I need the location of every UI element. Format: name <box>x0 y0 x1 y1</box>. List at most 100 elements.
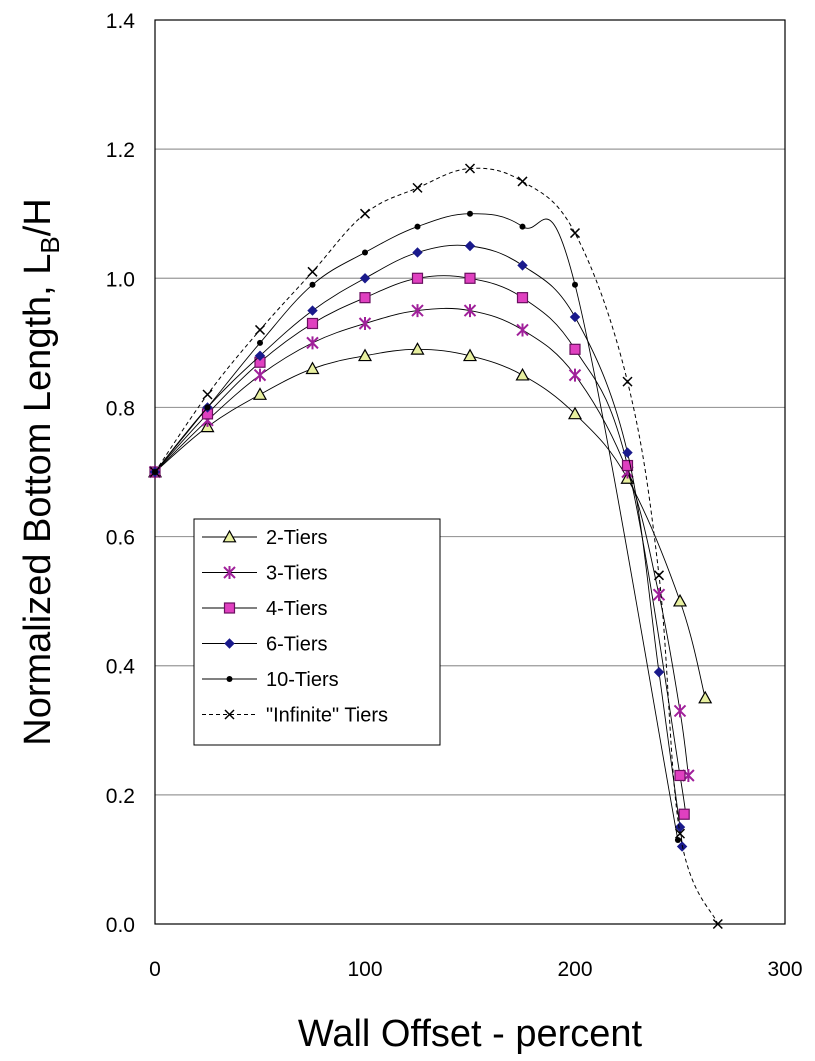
data-point <box>517 176 528 187</box>
data-point <box>305 361 320 375</box>
x-tick-label: 300 <box>767 958 802 981</box>
data-point <box>712 918 723 930</box>
data-point <box>569 311 581 323</box>
data-point <box>358 316 372 330</box>
data-point <box>464 240 476 252</box>
data-point <box>672 593 688 607</box>
legend-label: 3-Tiers <box>266 563 327 585</box>
legend-items: 2-Tiers 3-Tiers 4-Tiers 6-Tiers 10-Tiers "Inf… <box>202 527 388 727</box>
series-layer <box>147 163 723 930</box>
tick-labels: 0.0 0.2 0.4 0.6 0.8 1.0 1.2 1.4 0 100 200 300 <box>106 10 803 981</box>
data-point <box>519 223 526 230</box>
series-5 <box>152 210 681 844</box>
data-point <box>307 305 318 316</box>
legend-box <box>193 518 441 746</box>
y-axis-title-main: Normalized Bottom Length, L <box>17 254 59 746</box>
data-point <box>653 666 665 678</box>
data-point <box>410 342 425 355</box>
data-point <box>673 704 687 718</box>
y-tick-label: 0.4 <box>106 656 136 679</box>
legend-marker <box>222 529 237 543</box>
data-point <box>517 260 528 271</box>
series-6 <box>149 163 723 930</box>
y-tick-label: 1.4 <box>106 10 136 33</box>
legend-label: 2-Tiers <box>266 527 327 549</box>
data-point <box>462 348 478 362</box>
data-point <box>698 690 713 704</box>
data-point <box>569 228 581 239</box>
data-point <box>412 182 423 193</box>
legend-marker <box>224 709 235 720</box>
y-axis-title-tail: /H <box>17 198 59 236</box>
y-tick-label: 0.8 <box>106 397 135 420</box>
data-point <box>359 273 371 284</box>
plot-area-frame <box>154 19 786 925</box>
data-point <box>568 368 582 382</box>
y-axis-title: Normalized Bottom Length, LB/H <box>17 198 65 746</box>
series-3 <box>149 272 690 820</box>
legend-marker <box>224 638 235 649</box>
data-point <box>463 304 477 318</box>
data-point <box>652 588 666 602</box>
series-1 <box>147 342 713 704</box>
data-point <box>621 459 634 472</box>
legend-item: 10-Tiers <box>202 669 339 691</box>
x-tick-label: 200 <box>557 958 592 981</box>
data-point <box>359 292 371 304</box>
data-point <box>357 348 373 362</box>
legend-item: 3-Tiers <box>202 563 327 585</box>
data-point <box>674 769 686 782</box>
data-point <box>653 570 665 581</box>
data-point <box>569 343 581 355</box>
data-point <box>572 281 578 288</box>
legend-marker <box>223 566 236 579</box>
legend-item: 4-Tiers <box>202 598 327 620</box>
data-point <box>516 323 529 337</box>
legend-label: 4-Tiers <box>266 598 327 620</box>
x-tick-label: 100 <box>347 958 382 981</box>
data-point <box>411 304 424 318</box>
y-tick-label: 0.6 <box>106 527 135 550</box>
series-2 <box>148 304 695 782</box>
series-line <box>154 213 679 841</box>
data-point <box>411 272 424 284</box>
legend-label: 10-Tiers <box>266 669 339 691</box>
data-point <box>464 272 476 284</box>
legend-marker <box>226 676 233 682</box>
data-point <box>567 406 583 420</box>
legend-label: 6-Tiers <box>266 634 327 656</box>
data-point <box>622 447 633 458</box>
data-point <box>309 281 316 288</box>
data-point <box>149 466 161 478</box>
legend-marker <box>223 602 236 614</box>
data-point <box>678 808 690 820</box>
data-point <box>307 266 318 277</box>
data-point <box>674 828 686 839</box>
data-point <box>254 324 266 335</box>
series-4 <box>149 240 688 852</box>
data-point <box>202 389 213 400</box>
data-point <box>467 210 473 217</box>
legend-item: 2-Tiers <box>202 527 327 549</box>
y-axis-title-subscript: B <box>35 236 65 253</box>
data-point <box>359 208 371 219</box>
data-point <box>412 247 423 258</box>
x-axis-title: Wall Offset - percent <box>298 1013 643 1055</box>
legend-item: "Infinite" Tiers <box>202 705 388 727</box>
data-point <box>516 292 529 304</box>
data-point <box>306 336 319 350</box>
data-point <box>252 387 268 400</box>
data-point <box>414 223 421 230</box>
y-tick-label: 0.0 <box>106 914 135 937</box>
y-tick-label: 1.0 <box>106 268 135 291</box>
data-point <box>515 367 530 381</box>
x-tick-label: 0 <box>149 958 161 981</box>
data-point <box>257 339 263 346</box>
y-tick-label: 0.2 <box>106 785 135 808</box>
data-point <box>362 249 368 256</box>
legend-label: "Infinite" Tiers <box>266 705 388 727</box>
legend-item: 6-Tiers <box>202 634 327 656</box>
data-point <box>464 163 476 174</box>
data-point <box>306 317 319 330</box>
